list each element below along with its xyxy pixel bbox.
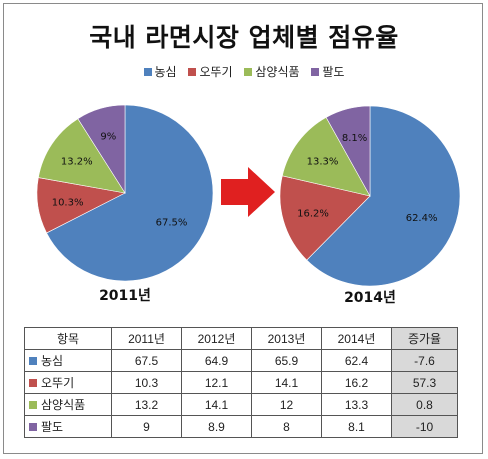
slice-label-nongshim: 62.4%: [406, 213, 438, 224]
table-header-cell: 증가율: [391, 327, 458, 350]
legend-label: 팔도: [322, 65, 345, 79]
table-header-cell: 항목: [24, 327, 112, 350]
slice-label-ottogi: 16.2%: [297, 209, 329, 220]
table-row: 삼양식품 13.2 14.1 12 13.3 0.8: [24, 393, 458, 416]
row-name-cell: 농심: [24, 349, 112, 372]
row-name: 농심: [41, 354, 64, 368]
table-header-row: 항목 2011년 2012년 2013년 2014년 증가율: [24, 327, 458, 350]
value-cell: 16.2: [321, 371, 392, 394]
value-cell: 14.1: [251, 371, 322, 394]
row-name-cell: 오뚜기: [24, 371, 112, 394]
pie-year-label: 2011년: [99, 288, 151, 304]
legend-label: 삼양식품: [255, 65, 300, 79]
pie-charts: 67.5% 10.3% 13.2% 9% 2011년 62.4% 16.2% 13.3% 8.1…: [36, 104, 461, 306]
value-cell: 10.3: [111, 371, 182, 394]
value-cell: 13.3: [321, 393, 392, 416]
slice-label-nongshim: 67.5%: [156, 218, 188, 229]
slice-nongshim: [46, 104, 214, 282]
value-cell: 13.2: [111, 393, 182, 416]
value-cell: 12: [251, 393, 322, 416]
legend-label: 농심: [154, 65, 177, 79]
legend-swatch: [188, 68, 197, 76]
row-swatch: [29, 423, 37, 431]
rate-cell: -10: [391, 415, 458, 438]
row-swatch: [29, 357, 37, 365]
slice-paldo: [325, 105, 371, 198]
row-name: 팔도: [41, 420, 64, 434]
value-cell: 62.4: [321, 349, 392, 372]
value-cell: 8: [251, 415, 322, 438]
slice-nongshim: [306, 105, 461, 287]
legend-swatch: [311, 68, 320, 76]
row-name: 오뚜기: [41, 376, 75, 390]
table-row: 팔도 9 8.9 8 8.1 -10: [24, 415, 458, 438]
legend-swatch: [244, 68, 253, 76]
row-swatch: [29, 379, 37, 387]
legend-swatch: [143, 68, 152, 76]
value-cell: 65.9: [251, 349, 322, 372]
legend-label: 오뚜기: [199, 65, 233, 79]
table-header-cell: 2012년: [181, 327, 252, 350]
legend: 농심 오뚜기 삼양식품 팔도: [0, 63, 488, 80]
row-swatch: [29, 401, 37, 409]
pie-year-label: 2014년: [344, 290, 396, 306]
table-header-cell: 2013년: [251, 327, 322, 350]
slice-label-samyang: 13.3%: [307, 156, 339, 167]
value-cell: 9: [111, 415, 182, 438]
row-name-cell: 팔도: [24, 415, 112, 438]
slice-label-paldo: 9%: [100, 132, 116, 143]
row-name: 삼양식품: [41, 398, 86, 412]
slice-samyang: [38, 118, 126, 194]
value-cell: 64.9: [181, 349, 252, 372]
legend-item-paldo: 팔도: [311, 63, 344, 80]
chart-title: 국내 라면시장 업체별 점유율: [89, 23, 399, 52]
table-row: 농심 67.5 64.9 65.9 62.4 -7.6: [24, 349, 458, 372]
value-cell: 67.5: [111, 349, 182, 372]
pie-1: 67.5% 10.3% 13.2% 9% 2011년: [36, 104, 214, 304]
arrow-right-icon: [221, 167, 275, 217]
rate-cell: 0.8: [391, 393, 458, 416]
value-cell: 8.1: [321, 415, 392, 438]
legend-item-nongshim: 농심: [143, 63, 177, 80]
value-cell: 8.9: [181, 415, 252, 438]
pie-2: 62.4% 16.2% 13.3% 8.1% 2014년: [279, 105, 461, 306]
legend-item-ottogi: 오뚜기: [188, 63, 233, 80]
rate-cell: -7.6: [391, 349, 458, 372]
slice-paldo: [77, 104, 126, 195]
slice-label-ottogi: 10.3%: [52, 198, 84, 209]
value-cell: 14.1: [181, 393, 252, 416]
table-header-cell: 2014년: [321, 327, 392, 350]
rate-cell: 57.3: [391, 371, 458, 394]
slice-label-paldo: 8.1%: [342, 133, 367, 144]
slice-label-samyang: 13.2%: [61, 157, 93, 168]
table-row: 오뚜기 10.3 12.1 14.1 16.2 57.3: [24, 371, 458, 394]
value-cell: 12.1: [181, 371, 252, 394]
slice-samyang: [281, 117, 371, 197]
table-header-cell: 2011년: [111, 327, 182, 350]
slice-ottogi: [279, 175, 371, 261]
data-table: 항목 2011년 2012년 2013년 2014년 증가율 농심 67.5 6…: [24, 327, 458, 438]
legend-item-samyang: 삼양식품: [244, 63, 300, 80]
row-name-cell: 삼양식품: [24, 393, 112, 416]
